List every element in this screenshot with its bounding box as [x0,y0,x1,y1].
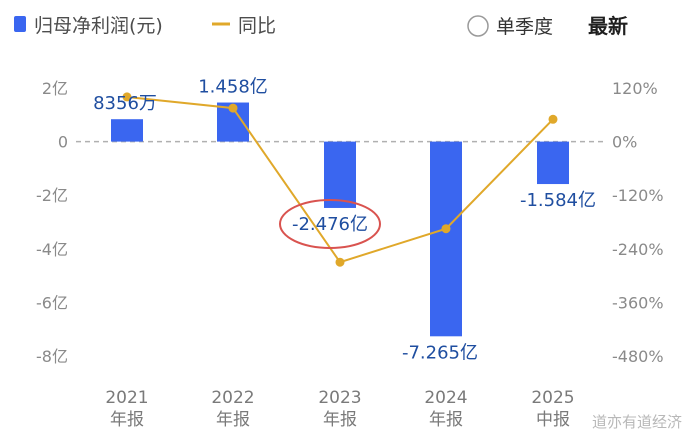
category-year-label: 2024 [424,388,467,408]
category-period-label: 年报 [429,410,463,430]
legend-bar-label: 归母净利润(元) [34,15,163,37]
right-axis-tick: -120% [612,186,664,205]
right-axis-tick: 120% [612,79,658,98]
yoy-point[interactable] [122,92,132,102]
bar-value-label: 1.458亿 [198,77,268,98]
left-axis-tick: -6亿 [36,293,68,312]
category-year-label: 2023 [318,388,361,408]
category-year-label: 2022 [211,388,254,408]
left-axis-tick: -2亿 [36,186,68,205]
category-period-label: 年报 [110,410,144,430]
bar-value-label: -2.476亿 [292,214,368,235]
legend-bar-swatch [14,16,26,32]
right-axis-tick: 0% [612,133,637,152]
profit-bar[interactable] [111,119,143,142]
left-axis-tick: -4亿 [36,240,68,259]
category-period-label: 年报 [216,410,250,430]
bar-value-label: 8356万 [93,93,157,114]
category-year-label: 2021 [105,388,148,408]
legend[interactable]: 归母净利润(元) 同比 [14,15,276,37]
yoy-point[interactable] [548,114,558,124]
watermark: 道亦有道经济 [592,413,682,431]
right-axis-tick: -240% [612,240,664,259]
latest-button[interactable]: 最新 [588,14,628,38]
bar-value-label: -1.584亿 [520,190,596,211]
profit-bar[interactable] [537,141,569,185]
right-axis-tick: -360% [612,293,664,312]
yoy-point[interactable] [335,257,345,267]
left-axis-tick: 0 [58,133,68,152]
left-axis-tick: -8亿 [36,347,68,366]
profit-bar[interactable] [430,141,462,337]
highlight-circle [279,198,381,249]
bar-value-label: -7.265亿 [402,342,478,363]
left-axis-tick: 2亿 [42,79,68,98]
quarter-toggle-label[interactable]: 单季度 [496,16,553,38]
yoy-point[interactable] [441,224,451,234]
right-axis-tick: -480% [612,347,664,366]
legend-line-label: 同比 [238,15,276,37]
profit-bar[interactable] [324,141,356,208]
yoy-point[interactable] [228,103,238,113]
category-period-label: 年报 [323,410,357,430]
quarter-radio[interactable] [467,15,489,37]
category-period-label: 中报 [536,410,570,430]
category-year-label: 2025 [531,388,574,408]
